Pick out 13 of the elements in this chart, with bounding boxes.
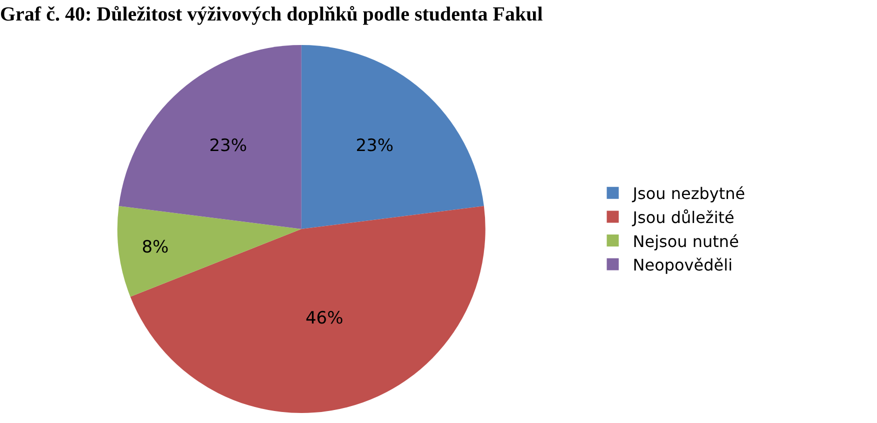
data-label: 8% [142, 237, 169, 258]
legend-label: Jsou nezbytné [632, 184, 746, 204]
pie-slice [130, 206, 486, 413]
pie-slice [301, 45, 484, 229]
pie-slice [118, 45, 302, 229]
pie-slice [117, 206, 302, 297]
legend-label: Nejsou nutné [632, 232, 739, 251]
legend-label: Neopověděli [632, 256, 733, 275]
data-label: 23% [209, 136, 248, 156]
data-label: 46% [305, 308, 344, 328]
data-label: 23% [356, 136, 394, 156]
chart-title: Graf č. 40: Důležitost výživových doplňků podle studenta Fakul [0, 3, 544, 26]
legend-label: Jsou důležité [632, 208, 734, 227]
